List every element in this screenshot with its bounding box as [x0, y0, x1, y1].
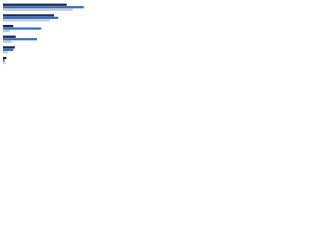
bar [3, 56, 7, 60]
bar [3, 27, 42, 30]
bar [3, 6, 84, 9]
bar [3, 3, 67, 6]
bar [3, 14, 54, 17]
bar [3, 8, 73, 11]
bar [3, 24, 14, 28]
chart [3, 3, 84, 65]
bar [3, 48, 14, 51]
bar [3, 46, 15, 49]
bar [3, 40, 12, 43]
bar [3, 38, 37, 41]
bar [3, 19, 50, 22]
bar [3, 16, 59, 19]
bar [3, 61, 6, 65]
bar [3, 59, 5, 62]
bar [3, 29, 10, 33]
bar [3, 35, 16, 38]
bar [3, 51, 9, 54]
